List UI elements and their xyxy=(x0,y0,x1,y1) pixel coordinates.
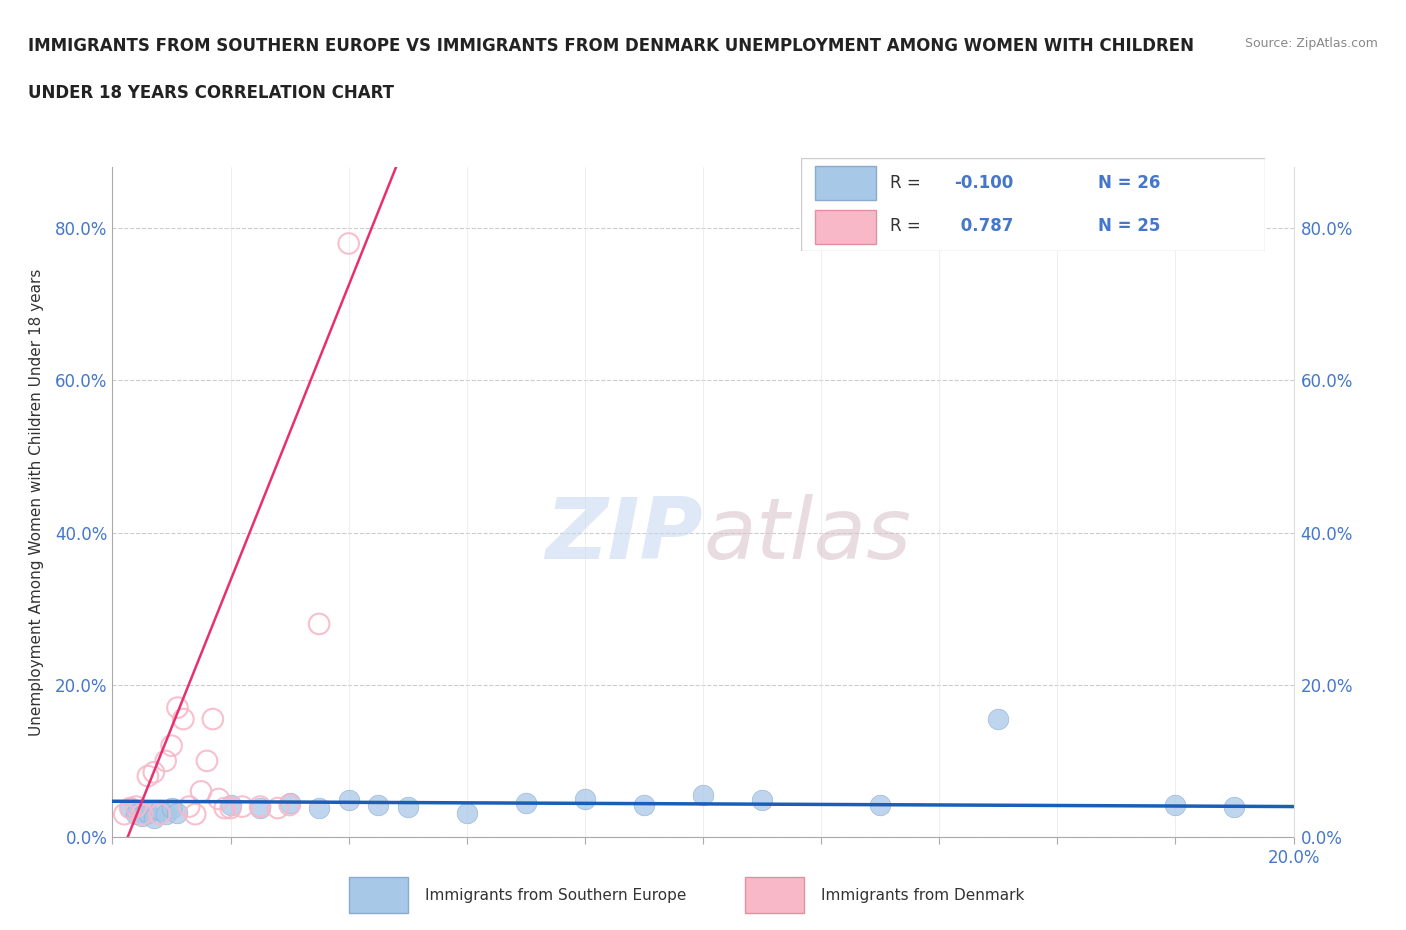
Point xyxy=(172,711,194,726)
Text: 0.787: 0.787 xyxy=(955,217,1012,235)
Text: -0.100: -0.100 xyxy=(955,174,1014,193)
Point xyxy=(136,805,159,820)
Point xyxy=(633,798,655,813)
Point xyxy=(987,711,1010,726)
Point xyxy=(278,795,301,810)
Point xyxy=(160,738,183,753)
Text: Immigrants from Southern Europe: Immigrants from Southern Europe xyxy=(425,887,686,903)
Point xyxy=(751,793,773,808)
Point xyxy=(155,806,177,821)
FancyBboxPatch shape xyxy=(815,210,876,244)
FancyBboxPatch shape xyxy=(815,166,876,200)
Point xyxy=(278,798,301,813)
Point xyxy=(125,799,148,814)
Text: ZIP: ZIP xyxy=(546,494,703,578)
Point xyxy=(149,803,172,817)
Point xyxy=(160,801,183,816)
Point xyxy=(142,811,165,826)
Point xyxy=(308,801,330,816)
Point xyxy=(131,806,153,821)
Point xyxy=(1164,798,1187,813)
Point xyxy=(219,801,242,816)
Point xyxy=(166,700,188,715)
Text: R =: R = xyxy=(890,174,925,193)
Y-axis label: Unemployment Among Women with Children Under 18 years: Unemployment Among Women with Children U… xyxy=(30,269,44,736)
Text: R =: R = xyxy=(890,217,925,235)
Point xyxy=(308,617,330,631)
Point xyxy=(208,791,231,806)
Point xyxy=(249,801,271,816)
FancyBboxPatch shape xyxy=(349,877,408,913)
Point xyxy=(869,798,891,813)
Point xyxy=(184,806,207,821)
FancyBboxPatch shape xyxy=(801,158,1265,251)
Point xyxy=(120,801,142,816)
Point xyxy=(201,711,224,726)
Point xyxy=(195,753,218,768)
Point xyxy=(149,806,172,821)
Point xyxy=(120,801,142,816)
Point xyxy=(574,791,596,806)
Point xyxy=(337,793,360,808)
Point xyxy=(267,801,290,816)
Point xyxy=(1223,799,1246,814)
Point xyxy=(179,799,201,814)
Point xyxy=(249,799,271,814)
Point xyxy=(219,798,242,813)
Point xyxy=(112,806,135,821)
Text: N = 25: N = 25 xyxy=(1098,217,1161,235)
Point xyxy=(166,805,188,820)
Point xyxy=(136,769,159,784)
Text: N = 26: N = 26 xyxy=(1098,174,1161,193)
Text: atlas: atlas xyxy=(703,494,911,578)
Point xyxy=(155,753,177,768)
Point xyxy=(131,808,153,823)
Point xyxy=(231,799,253,814)
Text: UNDER 18 YEARS CORRELATION CHART: UNDER 18 YEARS CORRELATION CHART xyxy=(28,84,394,101)
Point xyxy=(692,788,714,803)
Text: Immigrants from Denmark: Immigrants from Denmark xyxy=(821,887,1025,903)
Point xyxy=(396,799,419,814)
Text: IMMIGRANTS FROM SOUTHERN EUROPE VS IMMIGRANTS FROM DENMARK UNEMPLOYMENT AMONG WO: IMMIGRANTS FROM SOUTHERN EUROPE VS IMMIG… xyxy=(28,37,1194,55)
Text: Source: ZipAtlas.com: Source: ZipAtlas.com xyxy=(1244,37,1378,50)
Point xyxy=(367,798,389,813)
Point xyxy=(190,784,212,799)
Point xyxy=(214,801,236,816)
Point xyxy=(142,764,165,779)
Point xyxy=(125,806,148,821)
Point xyxy=(515,795,537,810)
FancyBboxPatch shape xyxy=(745,877,804,913)
Point xyxy=(456,805,478,820)
Point xyxy=(337,236,360,251)
